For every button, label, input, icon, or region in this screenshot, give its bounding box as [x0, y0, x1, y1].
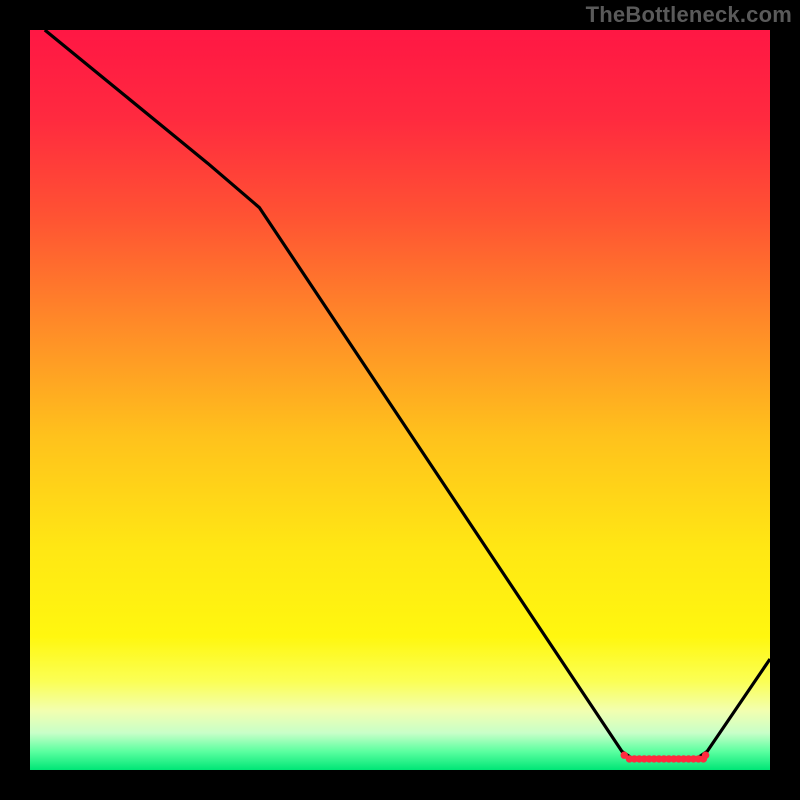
bottleneck-chart	[30, 30, 770, 770]
marker-dot	[702, 752, 708, 758]
watermark-text: TheBottleneck.com	[586, 2, 792, 28]
plot-background	[30, 30, 770, 770]
chart-container: TheBottleneck.com	[0, 0, 800, 800]
marker-dot	[621, 752, 627, 758]
